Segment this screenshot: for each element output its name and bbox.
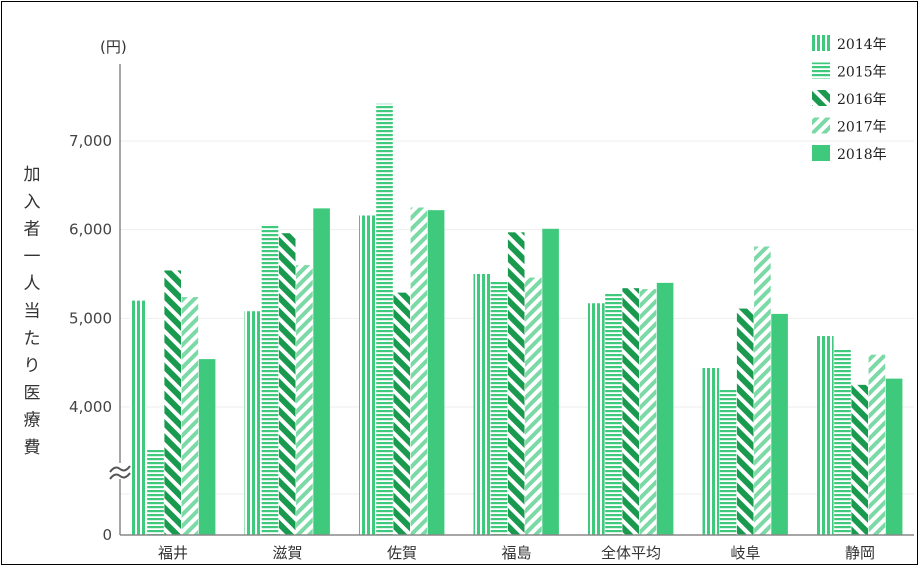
x-category-label: 滋賀 — [272, 544, 302, 562]
x-category-label: 静岡 — [845, 544, 875, 562]
bar — [656, 282, 674, 535]
bar — [313, 208, 330, 536]
x-category-label: 佐賀 — [387, 544, 417, 562]
bar — [244, 311, 262, 535]
x-category-label: 福島 — [501, 544, 531, 562]
bar — [427, 210, 445, 535]
y-axis-title-char: 一 — [24, 247, 41, 267]
legend-label: 2018年 — [837, 147, 887, 163]
legend-swatch — [812, 35, 830, 51]
legend-swatch — [812, 62, 830, 79]
legend-label: 2017年 — [837, 120, 887, 136]
bar — [834, 348, 851, 535]
bar — [736, 308, 754, 535]
y-tick-label: 5,000 — [69, 309, 112, 327]
bar — [393, 292, 410, 535]
bar — [754, 246, 771, 535]
bar — [605, 292, 622, 535]
bar — [181, 297, 199, 535]
bar — [164, 270, 181, 535]
y-axis-title-char: 療 — [24, 411, 41, 431]
bar — [261, 224, 279, 535]
y-axis-title-char: た — [24, 329, 41, 349]
bar — [719, 389, 737, 535]
y-axis-title-char: 費 — [24, 438, 41, 458]
y-axis-title-char: 当 — [24, 302, 41, 322]
y-axis-title-char: 者 — [24, 220, 41, 240]
bar — [147, 449, 164, 535]
bar — [376, 103, 393, 535]
y-tick-label: 6,000 — [69, 221, 112, 239]
bar — [130, 300, 147, 535]
y-axis-title-char: り — [24, 356, 41, 376]
y-axis-title-char: 人 — [24, 274, 41, 294]
bar — [410, 207, 428, 535]
bar — [525, 277, 542, 535]
bar — [885, 378, 903, 535]
legend-swatch — [812, 117, 830, 134]
y-tick-label: 7,000 — [69, 132, 112, 150]
legend-label: 2015年 — [837, 65, 887, 81]
bar — [771, 313, 788, 535]
bar — [851, 384, 868, 535]
y-tick-label: 0 — [102, 526, 112, 544]
legend: 2014年 2015年 2016年 2017年 2018年 — [812, 35, 887, 163]
legend-swatch — [812, 90, 830, 106]
bar — [490, 281, 508, 535]
bar — [473, 274, 491, 535]
legend-swatch — [812, 145, 830, 161]
y-axis-title-char: 医 — [24, 383, 41, 403]
bar — [817, 336, 834, 535]
x-category-label: 全体平均 — [601, 544, 661, 562]
y-unit-label: (円) — [100, 38, 127, 56]
bar — [507, 232, 525, 535]
x-category-label: 福井 — [158, 544, 188, 562]
x-category-label: 岐阜 — [730, 544, 760, 562]
bar — [198, 359, 216, 535]
legend-label: 2014年 — [837, 37, 887, 53]
y-axis-title-char: 入 — [24, 192, 41, 212]
bar — [588, 303, 605, 535]
bar — [622, 288, 639, 535]
bar — [359, 215, 376, 536]
bar — [639, 289, 657, 535]
y-axis-title-char: 加 — [24, 165, 41, 185]
bar — [296, 265, 313, 535]
legend-label: 2016年 — [837, 92, 887, 108]
axis-break-marker — [109, 463, 132, 480]
bar — [278, 233, 296, 536]
bar — [702, 367, 720, 535]
bar — [542, 228, 559, 535]
y-tick-label: 4,000 — [69, 398, 112, 416]
bar — [868, 354, 886, 535]
